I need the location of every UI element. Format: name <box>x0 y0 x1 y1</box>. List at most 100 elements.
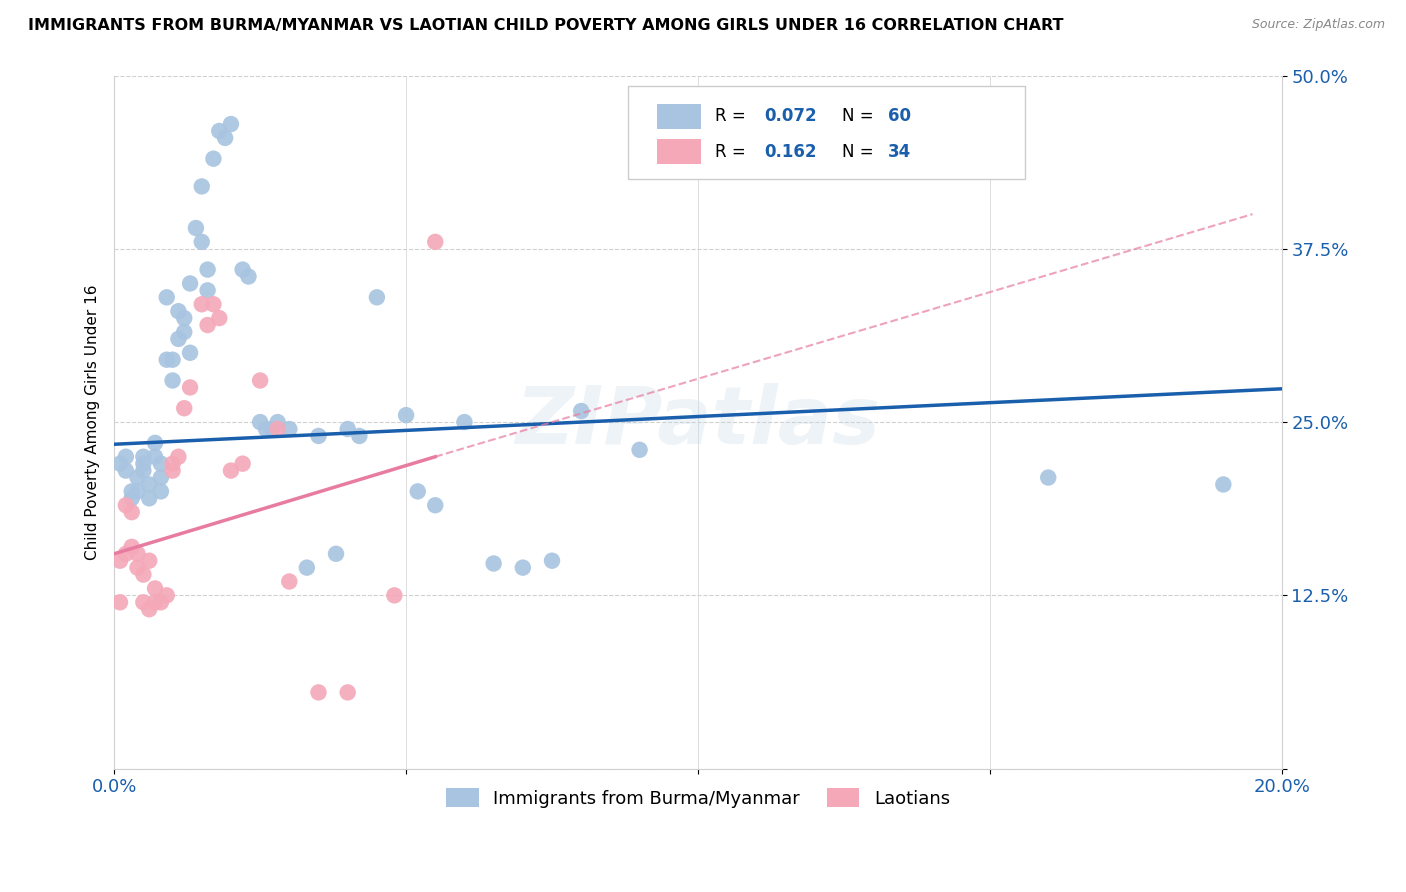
Point <box>149 470 172 484</box>
Text: N =: N = <box>842 143 879 161</box>
Point <box>512 560 534 574</box>
Point <box>143 450 166 464</box>
Point <box>453 415 475 429</box>
Point <box>121 491 143 506</box>
Point <box>127 560 149 574</box>
Point <box>232 262 254 277</box>
Point <box>1038 470 1060 484</box>
Point <box>190 235 212 249</box>
Point <box>108 554 131 568</box>
Text: ZIPatlas: ZIPatlas <box>516 383 880 461</box>
Point <box>249 374 271 388</box>
Text: 60: 60 <box>889 107 911 126</box>
Point <box>179 380 201 394</box>
Point <box>190 297 212 311</box>
Point <box>179 345 201 359</box>
Point <box>208 124 231 138</box>
Point <box>115 450 138 464</box>
Point <box>132 567 155 582</box>
Point <box>308 685 330 699</box>
Point <box>127 547 149 561</box>
Point <box>173 401 195 416</box>
Point <box>541 554 564 568</box>
FancyBboxPatch shape <box>628 86 1025 179</box>
Point <box>115 547 138 561</box>
Point <box>219 464 242 478</box>
Point <box>202 152 225 166</box>
Point <box>197 284 219 298</box>
Point <box>156 290 179 304</box>
Point <box>254 422 277 436</box>
Point <box>132 464 155 478</box>
Point <box>132 457 155 471</box>
Point <box>325 547 347 561</box>
FancyBboxPatch shape <box>657 104 702 128</box>
Point <box>336 422 359 436</box>
Point <box>149 457 172 471</box>
Point <box>121 505 143 519</box>
Legend: Immigrants from Burma/Myanmar, Laotians: Immigrants from Burma/Myanmar, Laotians <box>439 781 957 815</box>
Point <box>167 450 190 464</box>
Point <box>179 277 201 291</box>
Point <box>173 311 195 326</box>
Point <box>162 352 184 367</box>
Point <box>184 221 207 235</box>
Point <box>1212 477 1234 491</box>
Point <box>336 685 359 699</box>
Point <box>425 235 447 249</box>
Point <box>232 457 254 471</box>
Text: IMMIGRANTS FROM BURMA/MYANMAR VS LAOTIAN CHILD POVERTY AMONG GIRLS UNDER 16 CORR: IMMIGRANTS FROM BURMA/MYANMAR VS LAOTIAN… <box>28 18 1063 33</box>
Point <box>628 442 651 457</box>
Point <box>149 595 172 609</box>
Point <box>190 179 212 194</box>
Point <box>115 498 138 512</box>
Text: 0.072: 0.072 <box>765 107 817 126</box>
Point <box>569 404 592 418</box>
Point <box>143 582 166 596</box>
Point <box>482 557 505 571</box>
Point <box>167 332 190 346</box>
Text: N =: N = <box>842 107 879 126</box>
Point <box>115 464 138 478</box>
Point <box>143 595 166 609</box>
Point <box>425 498 447 512</box>
Point <box>173 325 195 339</box>
Point <box>143 435 166 450</box>
Point <box>308 429 330 443</box>
Point <box>132 595 155 609</box>
Point <box>406 484 429 499</box>
Point <box>249 415 271 429</box>
Point <box>127 484 149 499</box>
Point <box>219 117 242 131</box>
Point <box>132 450 155 464</box>
Point <box>197 262 219 277</box>
Point <box>121 540 143 554</box>
Point <box>214 131 236 145</box>
Point <box>162 374 184 388</box>
Point <box>138 477 160 491</box>
Point <box>108 595 131 609</box>
Point <box>208 311 231 326</box>
Point <box>121 484 143 499</box>
Point <box>127 470 149 484</box>
Point <box>238 269 260 284</box>
Point <box>197 318 219 332</box>
Point <box>156 588 179 602</box>
Text: Source: ZipAtlas.com: Source: ZipAtlas.com <box>1251 18 1385 31</box>
Point <box>349 429 371 443</box>
Point <box>167 304 190 318</box>
Point <box>162 457 184 471</box>
Text: R =: R = <box>716 143 756 161</box>
Point <box>138 491 160 506</box>
Point <box>395 408 418 422</box>
Text: R =: R = <box>716 107 751 126</box>
Point <box>266 422 288 436</box>
Point <box>278 574 301 589</box>
Point <box>138 554 160 568</box>
FancyBboxPatch shape <box>657 139 702 164</box>
Y-axis label: Child Poverty Among Girls Under 16: Child Poverty Among Girls Under 16 <box>86 285 100 560</box>
Text: 34: 34 <box>889 143 911 161</box>
Point <box>278 422 301 436</box>
Text: 0.162: 0.162 <box>765 143 817 161</box>
Point <box>162 464 184 478</box>
